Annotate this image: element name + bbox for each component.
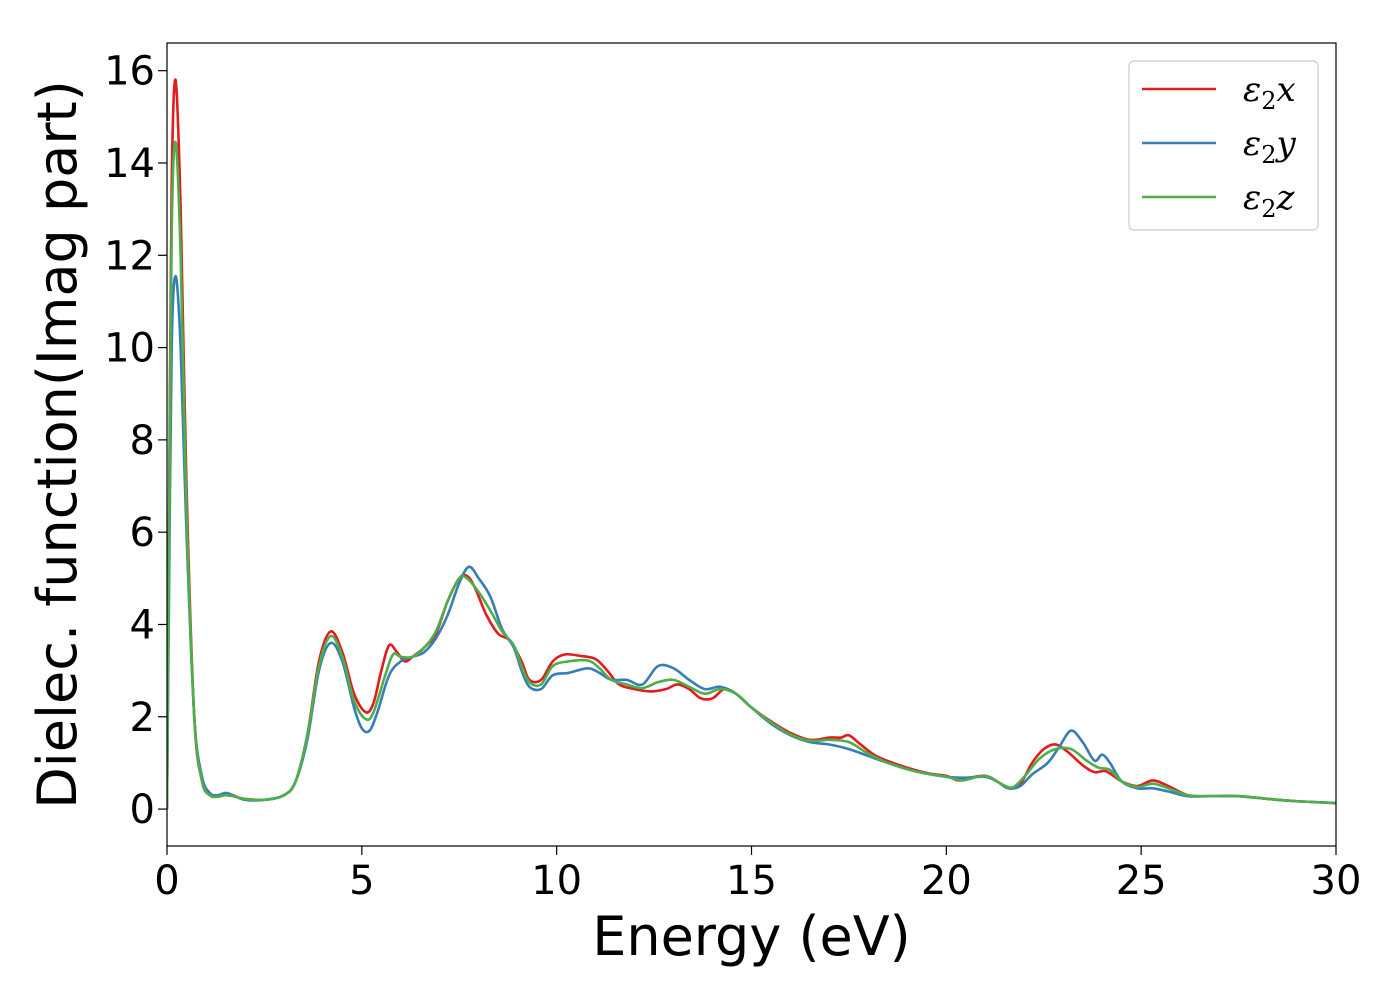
- legend-label-x: ε2x: [1243, 70, 1296, 115]
- series-layer: [167, 78, 1336, 810]
- x-tick-label: 20: [921, 858, 972, 904]
- x-tick-label: 5: [349, 858, 374, 904]
- series-line-z: [167, 140, 1336, 810]
- y-axis: 0 2 4 6 8 10 12 14 16: [104, 49, 167, 833]
- x-tick-label: 25: [1116, 858, 1167, 904]
- x-tick-label: 0: [154, 858, 179, 904]
- x-tick-label: 15: [726, 858, 777, 904]
- x-axis-label: Energy (eV): [592, 905, 911, 968]
- x-tick-label: 10: [531, 858, 582, 904]
- y-tick-label: 12: [104, 233, 155, 279]
- y-tick-label: 10: [104, 326, 155, 372]
- legend-box: [1128, 60, 1319, 231]
- legend: ε2x ε2y ε2z: [1128, 60, 1319, 231]
- y-tick-label: 6: [130, 510, 155, 556]
- y-tick-label: 0: [130, 787, 155, 833]
- x-tick-label: 30: [1311, 858, 1362, 904]
- legend-label-z: ε2z: [1243, 178, 1296, 223]
- x-axis: 0 5 10 15 20 25 30: [154, 846, 1361, 904]
- y-tick-label: 2: [130, 695, 155, 741]
- y-tick-label: 14: [104, 141, 155, 187]
- y-tick-label: 4: [130, 602, 155, 648]
- y-tick-label: 16: [104, 49, 155, 95]
- y-axis-label: Dielec. function(Imag part): [26, 80, 89, 809]
- y-tick-label: 8: [130, 418, 155, 464]
- legend-label-y: ε2y: [1243, 124, 1297, 169]
